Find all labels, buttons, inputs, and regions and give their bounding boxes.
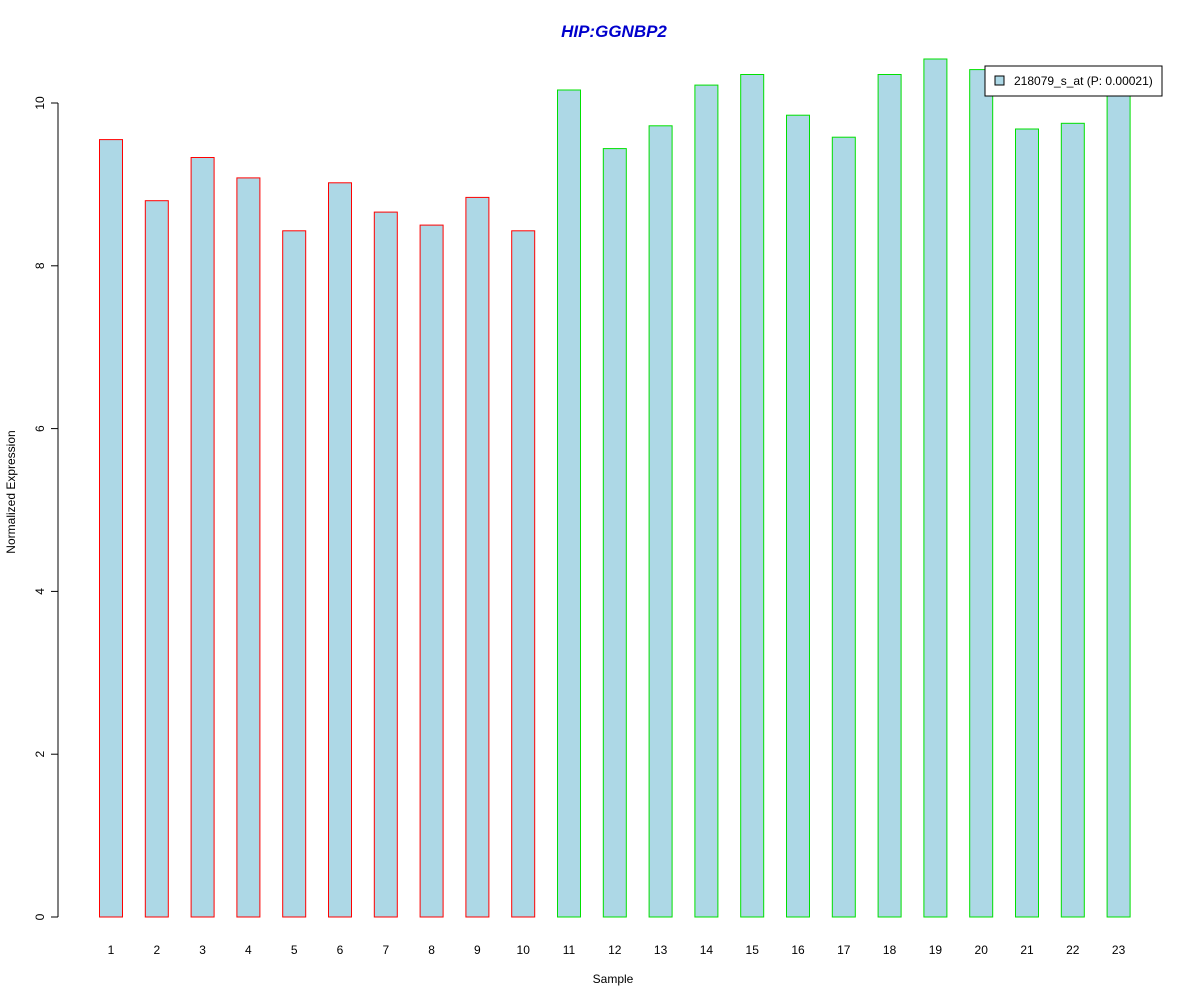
x-axis-tick-label: 1 [108, 943, 115, 957]
bar-sample-21 [1015, 128, 1039, 918]
y-axis-tick-label: 10 [33, 96, 47, 110]
bar-sample-6 [328, 182, 352, 918]
legend-label: 218079_s_at (P: 0.00021) [1014, 74, 1153, 88]
x-axis-tick-label: 16 [791, 943, 805, 957]
y-axis-title: Normalized Expression [4, 430, 18, 553]
bar-sample-19 [923, 58, 948, 918]
bar-sample-16 [786, 114, 810, 918]
x-axis-tick-label: 7 [382, 943, 389, 957]
y-axis-tick-label: 4 [33, 588, 47, 595]
x-axis-title: Sample [593, 972, 634, 986]
x-axis-tick-label: 23 [1112, 943, 1126, 957]
bar-sample-8 [419, 224, 444, 918]
x-axis-tick-label: 9 [474, 943, 481, 957]
chart-title: HIP:GGNBP2 [561, 22, 667, 41]
x-axis-tick-label: 6 [337, 943, 344, 957]
bar-sample-7 [373, 211, 398, 918]
x-axis-tick-label: 20 [975, 943, 989, 957]
bar-series [99, 58, 1131, 918]
x-axis-tick-label: 13 [654, 943, 668, 957]
bar-sample-13 [648, 125, 673, 918]
bar-sample-4 [236, 177, 261, 918]
x-axis-tick-label: 4 [245, 943, 252, 957]
bar-sample-5 [282, 230, 307, 918]
x-axis-tick-label: 19 [929, 943, 943, 957]
bar-sample-2 [144, 200, 169, 918]
x-axis-tick-label: 18 [883, 943, 897, 957]
x-axis-tick-label: 11 [563, 943, 576, 957]
x-axis-tick-label: 3 [199, 943, 206, 957]
x-axis-tick-label: 14 [700, 943, 714, 957]
bar-sample-9 [465, 196, 490, 918]
x-axis-tick-label: 12 [608, 943, 622, 957]
bar-sample-17 [831, 136, 856, 918]
bar-sample-3 [190, 157, 215, 918]
x-axis-tick-label: 10 [517, 943, 531, 957]
bar-sample-14 [694, 84, 719, 918]
legend: 218079_s_at (P: 0.00021) [984, 65, 1163, 97]
x-axis-tick-label: 22 [1066, 943, 1080, 957]
bar-sample-20 [969, 69, 994, 918]
y-axis-tick-label: 8 [33, 262, 47, 269]
legend-swatch [994, 75, 1005, 86]
y-axis: 0 2 4 6 8 10 [33, 96, 59, 920]
x-axis-tick-label: 17 [837, 943, 851, 957]
bar-sample-1 [99, 139, 123, 918]
x-axis-tick-label: 21 [1020, 943, 1034, 957]
bar-sample-11 [557, 89, 581, 918]
legend-box [984, 65, 1163, 97]
bar-sample-18 [877, 74, 902, 918]
bar-sample-23 [1106, 87, 1131, 918]
x-axis-tick-label: 5 [291, 943, 298, 957]
bar-sample-10 [511, 230, 536, 918]
x-axis-tick-label: 2 [153, 943, 160, 957]
x-axis-tick-labels: 1 2 3 4 5 6 7 8 9 10 11 12 13 14 15 16 17 18 19 20 21 22 23 [108, 943, 1126, 957]
y-axis-tick-label: 2 [33, 751, 47, 758]
bar-sample-15 [740, 74, 765, 918]
x-axis-tick-label: 15 [746, 943, 760, 957]
y-axis-tick-label: 6 [33, 425, 47, 432]
bar-sample-22 [1060, 122, 1085, 918]
y-axis-tick-label: 0 [33, 913, 47, 920]
x-axis-tick-label: 8 [428, 943, 435, 957]
bar-sample-12 [602, 148, 627, 918]
